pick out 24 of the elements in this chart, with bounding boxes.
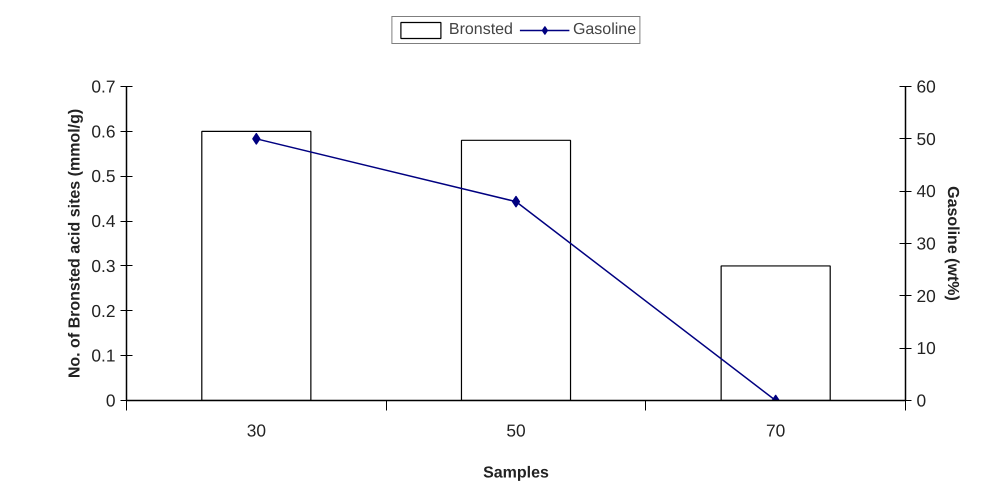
y2-tick-label: 60 [916, 76, 936, 96]
y-tick-label: 0.2 [91, 300, 116, 321]
y-tick-label: 0.1 [91, 346, 116, 366]
x-tick-label: 50 [506, 420, 526, 440]
y2-tick-label: 10 [916, 338, 936, 358]
y2-tick-label: 40 [916, 181, 936, 202]
legend-label: Bronsted [448, 21, 513, 39]
y-tick-label: 0.4 [91, 211, 116, 232]
y-tick-label: 0 [106, 390, 116, 410]
point [512, 196, 520, 208]
y-tick-label: 0.5 [91, 166, 116, 186]
y2-tick-label: 0 [916, 390, 926, 410]
y-axis-title: No. of Bronsted acid sites (mmol/g) [66, 108, 84, 378]
x-tick-label: 70 [766, 420, 786, 440]
x-axis-title: Samples [483, 464, 550, 482]
y2-tick-label: 50 [916, 128, 936, 149]
y2-axis-title: Gasoline (wt%) [944, 186, 961, 301]
y-tick-label: 0.6 [91, 121, 116, 142]
y-tick-label: 0.7 [91, 76, 116, 96]
y-tick-label: 0.3 [91, 256, 116, 276]
y2-tick-label: 20 [916, 286, 936, 306]
y2-tick-label: 30 [916, 234, 936, 254]
legend-label: Gasoline [572, 21, 636, 39]
x-tick-label: 30 [246, 420, 266, 440]
